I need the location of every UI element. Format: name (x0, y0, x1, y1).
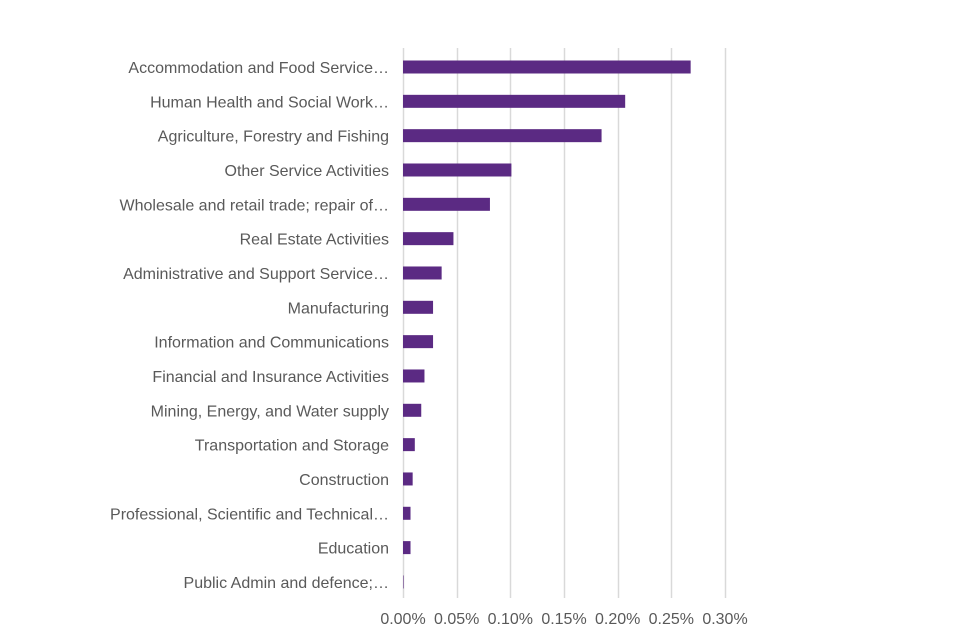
bar-14 (403, 541, 411, 555)
x-axis-tick-labels: 0.00% 0.05% 0.10% 0.15% 0.20% 0.25% 0.30% (380, 611, 747, 628)
category-label-8: Information and Communications (154, 335, 389, 352)
x-tick-label-1: 0.05% (434, 611, 479, 628)
x-tick-label-3: 0.15% (541, 611, 586, 628)
category-label-1: Human Health and Social Work… (150, 94, 389, 111)
bar-4 (403, 197, 490, 211)
x-tick-label-0: 0.00% (380, 611, 425, 628)
bar-6 (403, 266, 442, 280)
bar-12 (403, 472, 413, 486)
x-tick-label-5: 0.25% (649, 611, 694, 628)
bar-8 (403, 335, 434, 349)
bar-13 (403, 506, 411, 520)
category-label-12: Construction (299, 472, 389, 489)
bar-7 (403, 300, 434, 314)
category-label-14: Education (318, 541, 389, 558)
bar-5 (403, 232, 454, 246)
category-labels: Accommodation and Food Service… Human Hea… (110, 60, 389, 592)
category-label-13: Professional, Scientific and Technical… (110, 506, 389, 523)
category-label-9: Financial and Insurance Activities (152, 369, 389, 386)
category-label-0: Accommodation and Food Service… (128, 60, 389, 77)
x-tick-label-2: 0.10% (488, 611, 533, 628)
bar-11 (403, 438, 415, 452)
bar-1 (403, 94, 626, 108)
category-label-3: Other Service Activities (225, 163, 390, 180)
bar-15 (403, 575, 404, 589)
bar-2 (403, 129, 602, 143)
x-tick-label-4: 0.20% (595, 611, 640, 628)
category-label-5: Real Estate Activities (240, 232, 389, 249)
x-tick-label-6: 0.30% (702, 611, 747, 628)
category-label-6: Administrative and Support Service… (123, 266, 389, 283)
bar-10 (403, 403, 422, 417)
category-label-7: Manufacturing (288, 300, 389, 317)
bar-0 (403, 60, 691, 74)
bar-3 (403, 163, 512, 177)
bars (403, 60, 691, 589)
category-label-11: Transportation and Storage (195, 438, 389, 455)
category-label-10: Mining, Energy, and Water supply (151, 403, 389, 420)
category-label-15: Public Admin and defence;… (184, 575, 389, 592)
category-label-2: Agriculture, Forestry and Fishing (158, 129, 389, 146)
category-label-4: Wholesale and retail trade; repair of… (120, 197, 389, 214)
bar-9 (403, 369, 425, 383)
